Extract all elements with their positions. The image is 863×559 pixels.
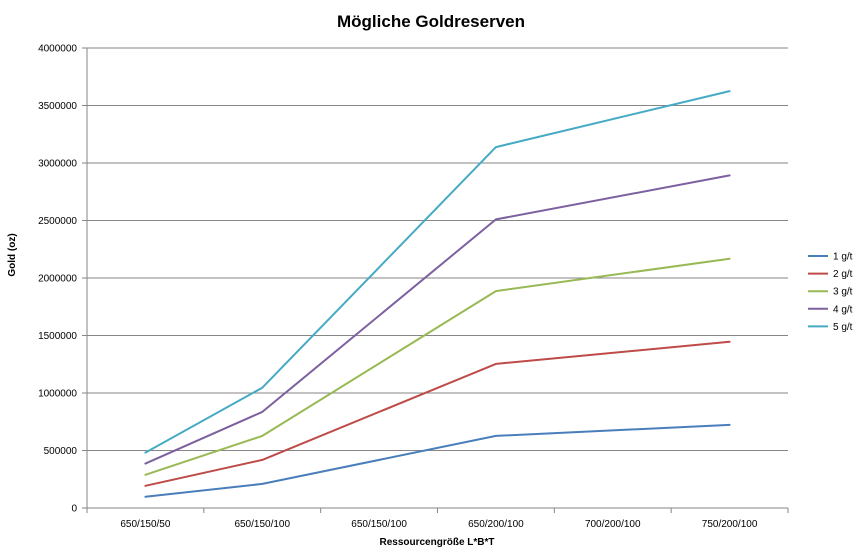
y-tick-label: 4000000 <box>38 44 77 55</box>
y-tick-label: 2000000 <box>38 274 77 285</box>
legend-label: 3 g/t <box>833 287 853 298</box>
series-line-3 <box>144 257 731 476</box>
x-tick-label: 650/150/100 <box>351 519 407 530</box>
legend-item: 2 g/t <box>808 269 853 280</box>
chart-title: Mögliche Goldreserven <box>337 12 525 31</box>
y-tick-label: 2500000 <box>38 216 77 227</box>
series-line-2 <box>144 340 731 487</box>
y-tick-label: 500000 <box>44 446 78 457</box>
legend-label: 1 g/t <box>833 252 853 263</box>
x-tick-label: 750/200/100 <box>702 519 758 530</box>
y-tick-label: 3000000 <box>38 159 77 170</box>
grid-layer <box>87 47 788 451</box>
x-tick-label: 700/200/100 <box>585 519 641 530</box>
y-tick-label: 1000000 <box>38 389 77 400</box>
series-line-5 <box>144 90 731 454</box>
y-tick-label: 3500000 <box>38 101 77 112</box>
series-line-4 <box>144 174 731 465</box>
y-axis-title: Gold (oz) <box>7 233 18 276</box>
x-tick-label: 650/200/100 <box>468 519 524 530</box>
series-line-1 <box>144 423 731 498</box>
y-tick-label: 0 <box>71 504 77 515</box>
legend-label: 2 g/t <box>833 269 853 280</box>
legend-label: 4 g/t <box>833 304 853 315</box>
axis-layer: 0 500000 1000000 1500000 2000000 2500000 30000… <box>38 44 789 530</box>
x-tick-label: 650/150/50 <box>120 519 170 530</box>
legend-item: 4 g/t <box>808 304 853 315</box>
x-axis-title: Ressourcengröße L*B*T <box>379 537 494 548</box>
legend-label: 5 g/t <box>833 322 853 333</box>
legend-item: 5 g/t <box>808 322 853 333</box>
x-tick-label: 650/150/100 <box>234 519 290 530</box>
legend-item: 3 g/t <box>808 287 853 298</box>
series-layer <box>144 90 731 498</box>
legend: 1 g/t 2 g/t 3 g/t 4 g/t 5 g/t <box>808 252 853 333</box>
legend-item: 1 g/t <box>808 252 853 263</box>
y-tick-label: 1500000 <box>38 331 77 342</box>
